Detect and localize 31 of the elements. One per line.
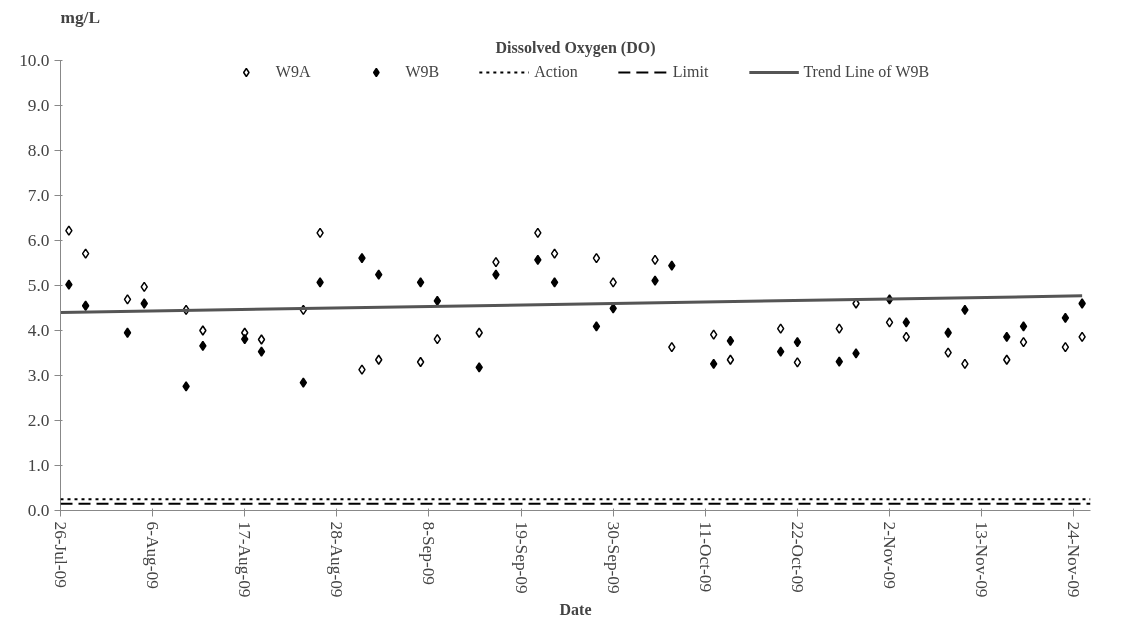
x-tick-label: 11-Oct-09 xyxy=(695,521,715,593)
y-tick-label: 9.0 xyxy=(27,96,50,115)
x-tick-label: 2-Nov-09 xyxy=(880,521,900,589)
y-tick-label: 7.0 xyxy=(27,186,50,205)
y-tick-label: 10.0 xyxy=(19,51,50,70)
x-tick-label: 24-Nov-09 xyxy=(1064,521,1084,598)
y-tick-label: 4.0 xyxy=(27,321,50,340)
chart-title: Dissolved Oxygen (DO) xyxy=(495,38,656,57)
x-tick-label: 6-Aug-09 xyxy=(143,521,163,589)
x-tick-label: 8-Sep-09 xyxy=(419,521,439,586)
x-axis-title: Date xyxy=(559,600,592,618)
legend-label: Limit xyxy=(672,63,709,81)
y-tick-label: 6.0 xyxy=(27,231,50,250)
x-tick-label: 30-Sep-09 xyxy=(603,521,623,594)
x-tick-label: 13-Nov-09 xyxy=(972,521,992,598)
x-tick-label: 28-Aug-09 xyxy=(327,521,347,598)
legend-label: Trend Line of W9B xyxy=(803,63,930,81)
x-tick-label: 22-Oct-09 xyxy=(787,521,807,593)
y-tick-label: 5.0 xyxy=(27,276,50,295)
legend-label: Action xyxy=(534,63,578,81)
y-tick-label: 3.0 xyxy=(27,366,50,385)
y-tick-label: 8.0 xyxy=(27,141,50,160)
x-tick-label: 19-Sep-09 xyxy=(511,521,531,594)
y-tick-label: 1.0 xyxy=(27,456,50,475)
y-tick-label: 2.0 xyxy=(27,411,50,430)
x-tick-label: 17-Aug-09 xyxy=(235,521,255,598)
y-axis-title: mg/L xyxy=(60,7,100,27)
x-tick-label: 26-Jul-09 xyxy=(51,521,70,588)
legend-label: W9A xyxy=(275,63,311,81)
y-tick-label: 0.0 xyxy=(27,501,50,520)
legend-label: W9B xyxy=(405,63,440,81)
